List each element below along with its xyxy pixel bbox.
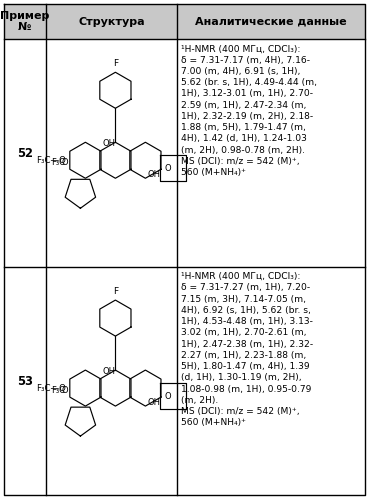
Text: F₃C—O: F₃C—O <box>37 384 66 393</box>
Text: OH: OH <box>103 139 116 148</box>
Bar <box>4 4 365 39</box>
Text: ¹H-NMR (400 МГц, CDCl₃):
δ = 7.31-7.17 (m, 4H), 7.16-
7.00 (m, 4H), 6.91 (s, 1H): ¹H-NMR (400 МГц, CDCl₃): δ = 7.31-7.17 (… <box>181 44 317 177</box>
Text: F₃C: F₃C <box>51 386 65 395</box>
Text: OH: OH <box>147 170 161 179</box>
Text: OH: OH <box>147 398 161 407</box>
Text: Пример
№: Пример № <box>0 11 49 32</box>
Text: 52: 52 <box>17 147 33 160</box>
Text: OH: OH <box>103 367 116 376</box>
Text: 53: 53 <box>17 375 33 388</box>
Text: F₃C: F₃C <box>51 158 65 167</box>
Text: O: O <box>62 386 68 395</box>
Text: F: F <box>113 59 118 68</box>
Text: F: F <box>113 287 118 296</box>
Text: F₃C—O: F₃C—O <box>37 156 66 165</box>
Text: O: O <box>165 392 171 401</box>
Text: Аналитические данные: Аналитические данные <box>195 16 347 26</box>
Text: O: O <box>165 164 171 173</box>
Text: ¹H-NMR (400 МГц, CDCl₃):
δ = 7.31-7.27 (m, 1H), 7.20-
7.15 (m, 3H), 7.14-7.05 (m: ¹H-NMR (400 МГц, CDCl₃): δ = 7.31-7.27 (… <box>181 272 313 427</box>
Text: O: O <box>62 158 68 167</box>
Text: Структура: Структура <box>78 16 145 26</box>
